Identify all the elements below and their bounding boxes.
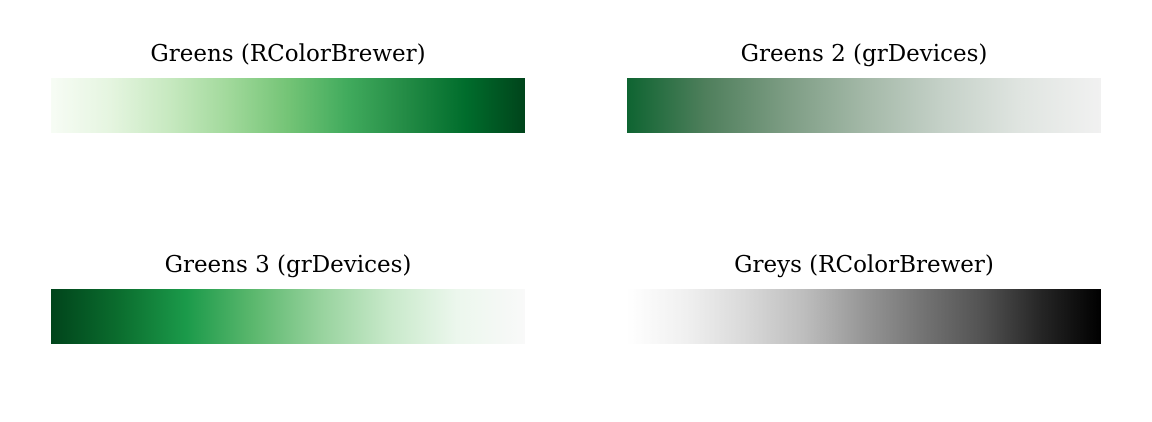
color-gradient-bar xyxy=(51,289,525,344)
color-gradient-bar xyxy=(627,78,1101,133)
palette-title: Greens 3 (grDevices) xyxy=(164,252,412,278)
palette-title: Greens 2 (grDevices) xyxy=(740,41,988,67)
color-gradient-bar xyxy=(627,289,1101,344)
palette-title: Greys (RColorBrewer) xyxy=(734,252,994,278)
color-gradient-bar xyxy=(51,78,525,133)
palette-title: Greens (RColorBrewer) xyxy=(150,41,426,67)
